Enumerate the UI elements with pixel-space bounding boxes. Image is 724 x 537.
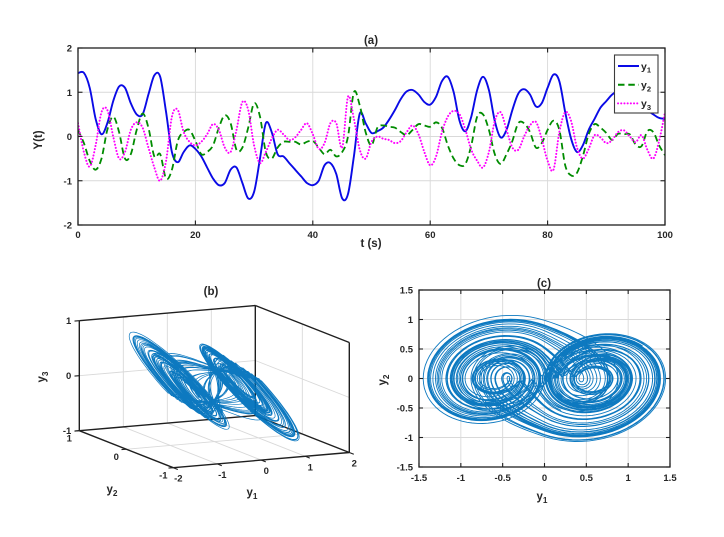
- series-y2: [78, 90, 665, 181]
- x-tick-3d: [349, 451, 355, 455]
- x-tick-3d: [173, 467, 179, 471]
- series-y3: [78, 94, 665, 182]
- plot-b-z-tick-label: 1: [66, 316, 72, 327]
- plot-c: -1.5 -1 -0.5 0 0.5 1 1.5 -1.5 -1 -0.5 0 0.5 1 1.5 y1 y2: [377, 286, 677, 506]
- plot-a-y-tick-label: -2: [64, 221, 72, 232]
- plot-b-ylabel: y2: [106, 484, 117, 498]
- plot-a-ticks: [77, 47, 666, 226]
- plot-b-y-tick-label: 0: [114, 452, 119, 463]
- plot-b-z-tick-label: 0: [66, 371, 71, 382]
- plot-c-title: (c): [537, 278, 551, 290]
- plot-c-y-tick-label: 0.5: [400, 345, 414, 356]
- grid-line-3d: [126, 433, 303, 450]
- plot-b-box-edges: [78, 304, 350, 469]
- plot-a-x-tick-label: 20: [190, 230, 201, 241]
- plot-a-y-tick-label: 2: [67, 44, 72, 55]
- plot-a-ylabel: Y(t): [33, 130, 45, 149]
- plot-c-y-tick-label: 0: [408, 374, 413, 385]
- plot-c-ticks: [418, 289, 671, 468]
- plot-b-x-tick-label: -1: [218, 470, 227, 481]
- grid-line-3d: [255, 360, 350, 398]
- x-tick-3d: [305, 455, 311, 459]
- plot-c-x-tick-label: -1.5: [411, 473, 428, 484]
- plot-c-x-tick-label: 0.5: [580, 473, 594, 484]
- axis-edge-3d: [79, 304, 256, 322]
- plot-b-y-tick-label: -1: [159, 471, 168, 482]
- plot-a-x-tick-label: 100: [657, 230, 673, 241]
- plot-a-x-tick-label: 60: [425, 230, 436, 241]
- plot-c-x-tick-label: 0: [542, 473, 547, 484]
- plot-a-y-tick-label: 0: [67, 132, 72, 143]
- plot-c-x-tick-label: -0.5: [494, 473, 511, 484]
- x-tick-3d: [217, 463, 223, 467]
- plot-b: -2 -1 0 1 2 1 0 -1 -1 0 1 y1 y2 y3: [36, 304, 357, 501]
- plot-a-title: (a): [364, 35, 378, 47]
- attractor-3d-trajectory: [128, 331, 300, 442]
- plot-c-x-tick-label: 1.5: [663, 473, 677, 484]
- plot-a-x-tick-label: 40: [308, 230, 319, 241]
- legend-label-y2: y2: [641, 80, 651, 94]
- legend-label-y3: y3: [641, 98, 651, 112]
- plot-c-y-tick-label: -1.5: [397, 463, 414, 474]
- plot-b-z-tick-label: -1: [63, 426, 72, 437]
- plot-c-y-tick-label: 1.5: [400, 286, 414, 297]
- plot-b-y-tick-label: 1: [67, 434, 73, 445]
- plot-c-y-tick-label: 1: [408, 315, 414, 326]
- plot-c-ylabel: y2: [377, 374, 391, 385]
- plot-b-x-tick-label: 2: [352, 459, 357, 470]
- plot-a-grid: [78, 48, 665, 225]
- plot-b-ticks: [74, 320, 355, 471]
- plot-b-x-tick-label: 1: [308, 462, 314, 473]
- plot-a: 0 20 40 60 80 100 -2 -1 0 1 2 y1 y2 y3: [64, 44, 673, 242]
- plot-b-title: (b): [204, 286, 219, 298]
- axis-edge-3d: [255, 304, 350, 344]
- plot-c-y-tick-label: -1: [405, 433, 414, 444]
- plot-a-legend: y1 y2 y3: [613, 54, 659, 114]
- plot-c-y-tick-label: -0.5: [397, 404, 414, 415]
- x-tick-3d: [261, 459, 267, 463]
- plot-c-x-tick-label: -1: [457, 473, 466, 484]
- plot-a-y-tick-label: -1: [64, 176, 73, 187]
- plot-b-x-tick-label: -2: [174, 474, 182, 485]
- plot-b-grid: [79, 309, 350, 465]
- legend-label-y1: y1: [641, 61, 651, 75]
- plot-a-xlabel: t (s): [360, 238, 381, 250]
- plot-b-xlabel: y1: [246, 487, 257, 501]
- plot-a-y-tick-label: 1: [67, 88, 73, 99]
- plot-a-x-tick-label: 0: [75, 230, 80, 241]
- plot-a-series: [78, 70, 665, 202]
- plot-a-x-tick-label: 80: [542, 230, 553, 241]
- plot-b-zlabel: y3: [36, 371, 50, 382]
- plot-c-x-tick-label: 1: [626, 473, 632, 484]
- plot-b-x-tick-label: 0: [264, 466, 269, 477]
- attractor-phase-trajectory: [422, 314, 667, 442]
- plot-c-xlabel: y1: [536, 491, 547, 505]
- series-y1: [78, 70, 665, 202]
